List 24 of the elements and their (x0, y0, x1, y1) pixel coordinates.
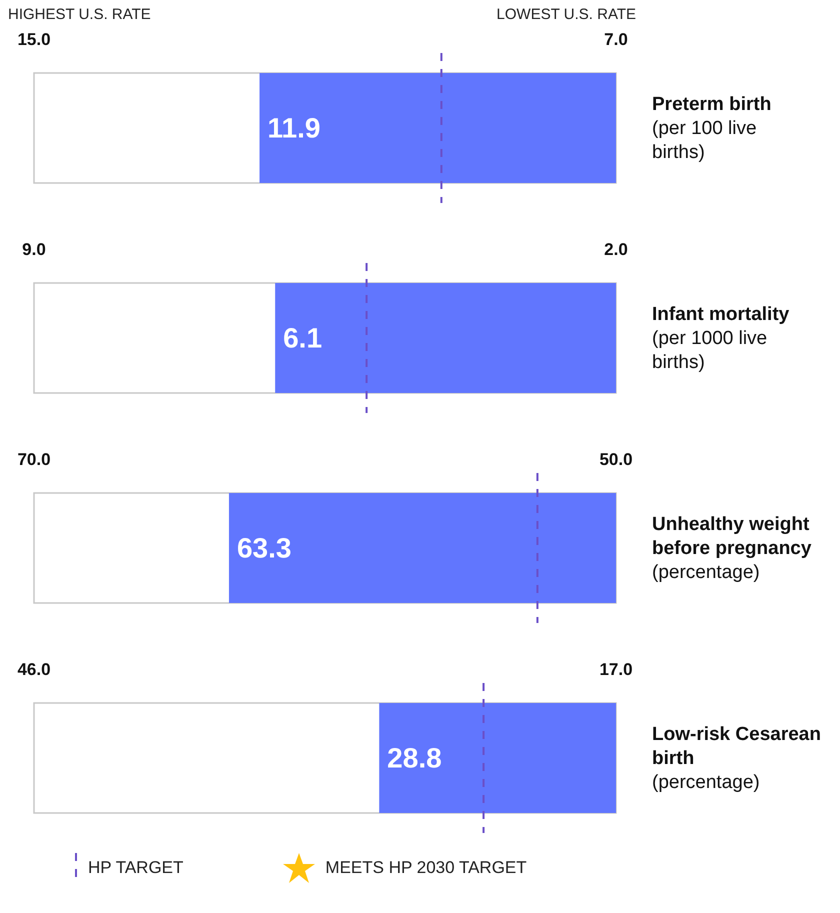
data-label: 28.8 (387, 742, 442, 774)
y-axis-title: (percentage) (652, 562, 760, 583)
x-tick-label: 50.0 (599, 450, 633, 469)
y-tick-label: Infant mortality (652, 304, 790, 325)
x-tick-label: 7.0 (604, 30, 628, 49)
x-tick-label: 9.0 (22, 240, 46, 259)
x-tick-label: 17.0 (599, 660, 633, 679)
y-tick-label: Unhealthy weight before pregnancy (652, 514, 812, 559)
text: HP TARGET (88, 858, 184, 878)
x-tick-label: 70.0 (17, 450, 51, 469)
data-label: 6.1 (283, 322, 322, 354)
y-axis-title: (per 100 live births) (652, 118, 757, 163)
x-tick-label: 46.0 (17, 660, 51, 679)
y-tick-label: Low-risk Cesarean birth (652, 724, 821, 769)
x-tick-label: 2.0 (604, 240, 628, 259)
y-axis-title: (percentage) (652, 772, 760, 793)
text: LOWEST U.S. RATE (496, 6, 637, 23)
x-tick-label: 15.0 (17, 30, 51, 49)
text: MEETS HP 2030 TARGET (325, 858, 527, 878)
y-axis-title: (per 1000 live births) (652, 328, 768, 373)
data-label: 11.9 (268, 112, 320, 144)
text: HIGHEST U.S. RATE (8, 6, 151, 23)
y-tick-label: Preterm birth (652, 94, 772, 115)
data-label: 63.3 (236, 532, 292, 564)
